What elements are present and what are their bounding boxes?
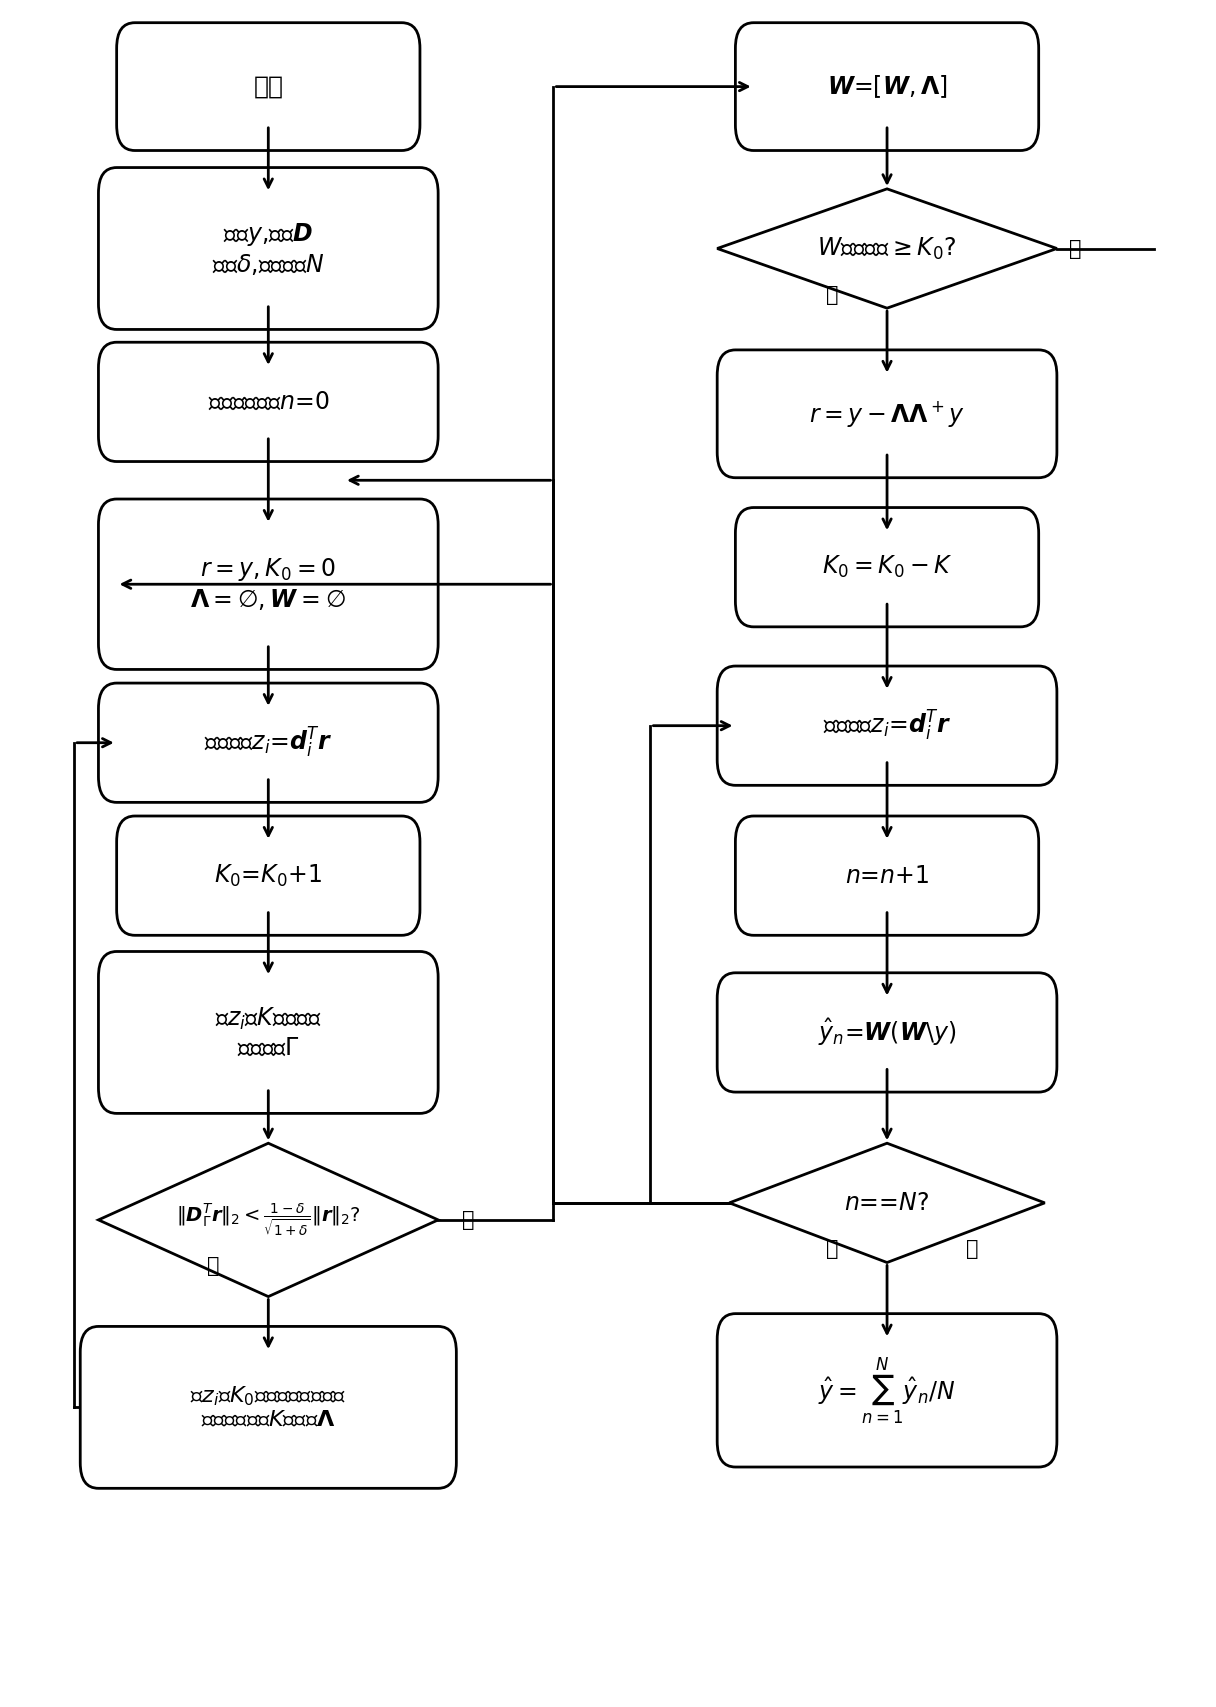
Text: 计算内积$z_i$=$\boldsymbol{d}_i^T\boldsymbol{r}$: 计算内积$z_i$=$\boldsymbol{d}_i^T\boldsymbol… xyxy=(204,725,332,760)
Text: $r=y, K_0=0$
$\boldsymbol{\Lambda}=\varnothing, \boldsymbol{W}=\varnothing$: $r=y, K_0=0$ $\boldsymbol{\Lambda}=\varn… xyxy=(191,556,347,613)
Text: $W$中原子数$\geq K_0$?: $W$中原子数$\geq K_0$? xyxy=(817,236,957,261)
Text: $K_0=K_0-K$: $K_0=K_0-K$ xyxy=(822,555,952,580)
FancyBboxPatch shape xyxy=(80,1326,456,1489)
Text: $\|\boldsymbol{D}_{\Gamma}^T\boldsymbol{r}\|_2 < \frac{1-\delta}{\sqrt{1+\delta}: $\|\boldsymbol{D}_{\Gamma}^T\boldsymbol{… xyxy=(176,1202,361,1239)
Text: 否: 否 xyxy=(826,285,839,304)
Polygon shape xyxy=(98,1144,438,1297)
FancyBboxPatch shape xyxy=(117,22,420,150)
Text: 当前平均次数$n$=0: 当前平均次数$n$=0 xyxy=(208,389,330,413)
Text: $n$=$n$+1: $n$=$n$+1 xyxy=(845,864,929,888)
Text: 开始: 开始 xyxy=(253,75,283,99)
FancyBboxPatch shape xyxy=(717,1314,1057,1466)
Text: $r=y-\boldsymbol{\Lambda}\boldsymbol{\Lambda}^+y$: $r=y-\boldsymbol{\Lambda}\boldsymbol{\La… xyxy=(809,399,966,428)
FancyBboxPatch shape xyxy=(98,683,438,802)
Text: 是: 是 xyxy=(1069,239,1081,258)
Text: 是: 是 xyxy=(462,1210,474,1231)
Text: 将$z_i$中$K$个最大值
索引存入$\Gamma$: 将$z_i$中$K$个最大值 索引存入$\Gamma$ xyxy=(215,1005,322,1060)
Polygon shape xyxy=(717,189,1057,309)
Text: $K_0$=$K_0$+1: $K_0$=$K_0$+1 xyxy=(214,862,322,889)
Text: 否: 否 xyxy=(826,1239,839,1258)
Text: $\hat{y}=\sum_{n=1}^{N}\hat{y}_n/N$: $\hat{y}=\sum_{n=1}^{N}\hat{y}_n/N$ xyxy=(818,1355,956,1425)
Polygon shape xyxy=(730,1144,1045,1263)
FancyBboxPatch shape xyxy=(98,167,438,329)
FancyBboxPatch shape xyxy=(717,973,1057,1092)
FancyBboxPatch shape xyxy=(736,816,1038,935)
FancyBboxPatch shape xyxy=(717,350,1057,478)
Text: 信号$y$,字典$\boldsymbol{D}$
参数$\delta$,平均次数$N$: 信号$y$,字典$\boldsymbol{D}$ 参数$\delta$,平均次数… xyxy=(212,220,325,277)
Text: $\boldsymbol{W}$=[$\boldsymbol{W}, \boldsymbol{\Lambda}$]: $\boldsymbol{W}$=[$\boldsymbol{W}, \bold… xyxy=(827,73,947,101)
FancyBboxPatch shape xyxy=(98,951,438,1113)
FancyBboxPatch shape xyxy=(98,498,438,669)
FancyBboxPatch shape xyxy=(717,666,1057,785)
FancyBboxPatch shape xyxy=(736,22,1038,150)
FancyBboxPatch shape xyxy=(736,507,1038,626)
Text: 计算内积$z_i$=$\boldsymbol{d}_i^T\boldsymbol{r}$: 计算内积$z_i$=$\boldsymbol{d}_i^T\boldsymbol… xyxy=(823,708,951,743)
Text: 否: 否 xyxy=(208,1256,220,1275)
Text: $n$==$N$?: $n$==$N$? xyxy=(844,1191,929,1215)
Text: 从$z_i$前$K_0$个最大值对应的原
子中随机选取$K$个存入$\boldsymbol{\Lambda}$: 从$z_i$前$K_0$个最大值对应的原 子中随机选取$K$个存入$\bolds… xyxy=(191,1384,347,1430)
FancyBboxPatch shape xyxy=(98,341,438,461)
Text: 是: 是 xyxy=(966,1239,978,1258)
Text: $\hat{y}_n$=$\boldsymbol{W}(\boldsymbol{W}\backslash y)$: $\hat{y}_n$=$\boldsymbol{W}(\boldsymbol{… xyxy=(818,1017,956,1048)
FancyBboxPatch shape xyxy=(117,816,420,935)
